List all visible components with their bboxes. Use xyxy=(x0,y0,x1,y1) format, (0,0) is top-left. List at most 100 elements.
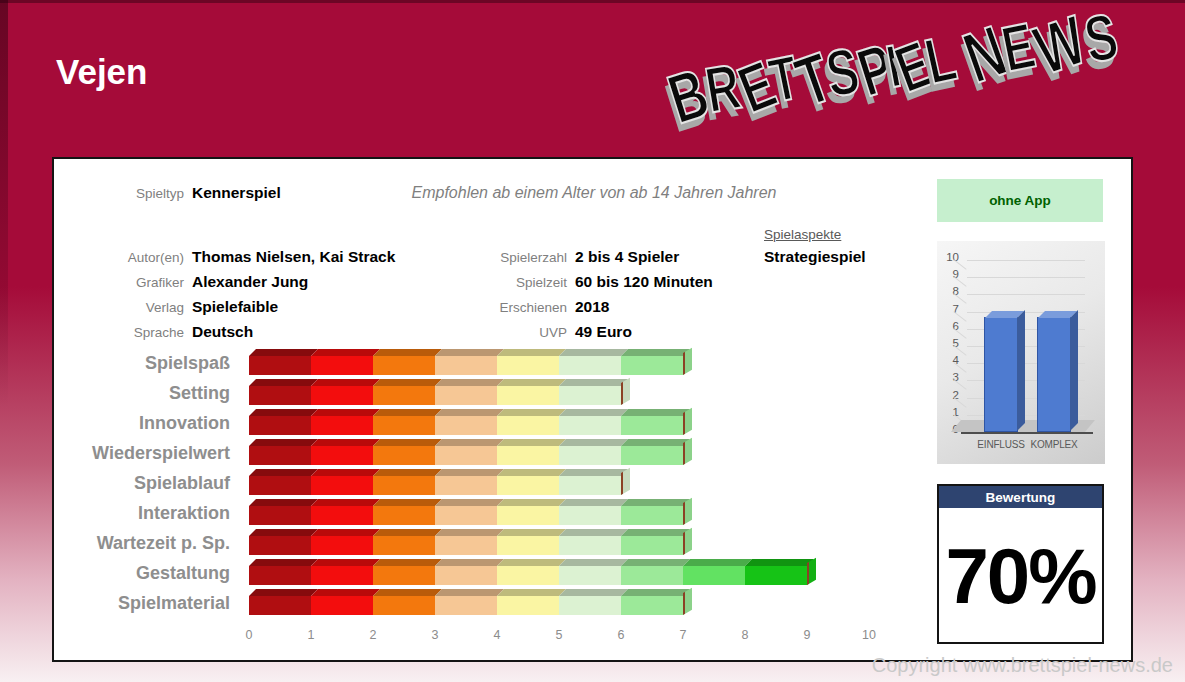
bar-segment xyxy=(497,416,559,435)
bar-segment xyxy=(435,506,497,525)
bar-segment xyxy=(373,566,435,585)
bar-segment-top xyxy=(249,529,318,536)
bar-segment-top xyxy=(559,349,628,356)
bar-segment xyxy=(311,416,373,435)
rating-box: Bewertung 70% xyxy=(937,484,1104,644)
bar-segment xyxy=(559,596,621,615)
bar-segment-top xyxy=(249,439,318,446)
bar-segment-top xyxy=(249,349,318,356)
bar-segment-top xyxy=(559,409,628,416)
field-value: 60 bis 120 Minuten xyxy=(575,273,713,291)
bar-segment-top xyxy=(559,559,628,566)
bar-segment xyxy=(497,596,559,615)
bar-segment-top xyxy=(559,499,628,506)
bar-segment-top xyxy=(249,409,318,416)
bar-segment-top xyxy=(497,589,566,596)
field-label: Grafiker xyxy=(54,275,184,290)
side-chart-category: KOMPLEX xyxy=(1024,439,1084,450)
x-axis-tick-label: 4 xyxy=(482,628,512,642)
bar-front-face xyxy=(249,386,621,405)
bar-segment xyxy=(559,416,621,435)
spieltyp-label: Spieltyp xyxy=(54,186,184,201)
bar-category-label: Spielmaterial xyxy=(54,593,230,614)
bar-segment xyxy=(373,536,435,555)
bar-end-cap xyxy=(683,588,692,615)
bar-segment-top xyxy=(621,529,690,536)
bar-segment xyxy=(435,446,497,465)
x-axis-tick-label: 2 xyxy=(358,628,388,642)
bar-segment xyxy=(373,446,435,465)
bar-segment xyxy=(373,596,435,615)
bar-segment-top xyxy=(497,439,566,446)
spielaspekte-value: Strategiespiel xyxy=(764,248,866,266)
bar-segment-top xyxy=(497,529,566,536)
field-label: Spielzeit xyxy=(444,275,567,290)
x-axis-tick-label: 1 xyxy=(296,628,326,642)
bar-segment xyxy=(311,446,373,465)
bar-segment-top xyxy=(249,469,318,476)
bar-segment-top xyxy=(435,349,504,356)
spielaspekte-label: Spielaspekte xyxy=(764,227,841,242)
x-axis-tick-label: 9 xyxy=(792,628,822,642)
bar-top-face xyxy=(249,589,690,596)
x-axis-tick-label: 0 xyxy=(234,628,264,642)
bar-segment xyxy=(621,446,683,465)
field-label: UVP xyxy=(444,325,567,340)
bar-segment-top xyxy=(621,349,690,356)
bar-top-face xyxy=(249,349,690,356)
copyright-text: Copyright www.brettspiel-news.de xyxy=(872,654,1173,677)
bar-segment-top xyxy=(497,499,566,506)
bar-segment-top xyxy=(311,559,380,566)
x-axis-tick-label: 10 xyxy=(854,628,884,642)
bar-segment-top xyxy=(311,589,380,596)
bar-category-label: Wartezeit p. Sp. xyxy=(54,533,230,554)
bar-segment-top xyxy=(559,379,628,386)
bar-category-label: Spielablauf xyxy=(54,473,230,494)
bar-segment xyxy=(621,416,683,435)
field-label: Sprache xyxy=(54,325,184,340)
gridline xyxy=(967,260,1085,261)
bar-segment xyxy=(311,536,373,555)
bar-top-face xyxy=(249,379,628,386)
bar-segment xyxy=(621,506,683,525)
bar-segment xyxy=(373,506,435,525)
side-bar-right-face xyxy=(1070,310,1078,431)
bar-segment-top xyxy=(311,409,380,416)
bar-segment-top xyxy=(435,379,504,386)
bar-segment-top xyxy=(559,529,628,536)
bar-end-cap xyxy=(807,558,816,585)
bar-segment-top xyxy=(559,439,628,446)
bar-segment-top xyxy=(559,589,628,596)
bar-segment xyxy=(373,476,435,495)
field-value: 2018 xyxy=(575,298,609,316)
bar-segment-top xyxy=(559,469,628,476)
bar-segment xyxy=(559,536,621,555)
bar-category-label: Wiederspielwert xyxy=(54,443,230,464)
bar-segment xyxy=(559,476,621,495)
bar-segment-top xyxy=(311,499,380,506)
x-axis-tick-label: 5 xyxy=(544,628,574,642)
bar-segment xyxy=(497,536,559,555)
bar-end-cap xyxy=(621,378,630,405)
bar-category-label: Innovation xyxy=(54,413,230,434)
bar-segment-top xyxy=(435,409,504,416)
bar-segment-top xyxy=(435,499,504,506)
x-axis-tick-label: 6 xyxy=(606,628,636,642)
bar-segment-top xyxy=(249,559,318,566)
bar-segment-top xyxy=(373,439,442,446)
bar-segment-top xyxy=(435,439,504,446)
bar-segment xyxy=(621,566,683,585)
bar-category-label: Spielspaß xyxy=(54,353,230,374)
window-top-edge xyxy=(0,0,1185,3)
rating-value: 70% xyxy=(939,508,1102,644)
bar-top-face xyxy=(249,439,690,446)
bar-segment-top xyxy=(373,409,442,416)
age-recommendation: Empfohlen ab einem Alter von ab 14 Jahre… xyxy=(354,184,834,202)
app-badge: ohne App xyxy=(937,179,1103,222)
bar-segment-top xyxy=(497,409,566,416)
side-bar-right-face xyxy=(1017,310,1025,431)
bar-segment xyxy=(249,566,311,585)
bar-segment xyxy=(249,536,311,555)
bar-category-label: Gestaltung xyxy=(54,563,230,584)
bar-segment xyxy=(497,566,559,585)
